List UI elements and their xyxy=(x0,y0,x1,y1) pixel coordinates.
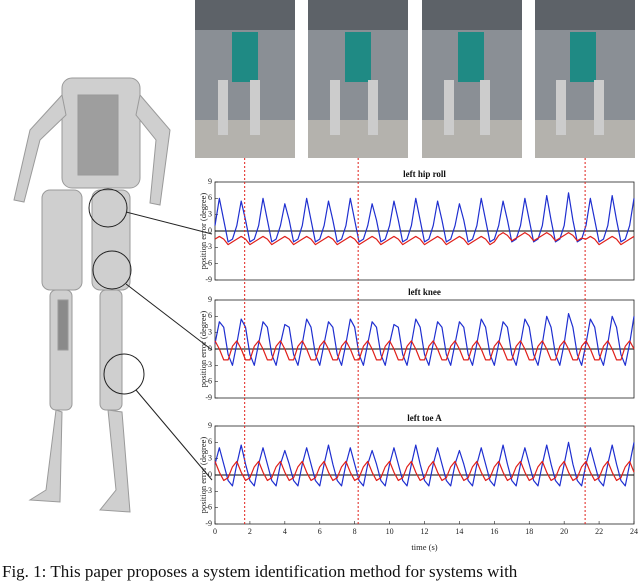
x-tick-label: 8 xyxy=(353,527,357,536)
caption: Fig. 1: This paper proposes a system ide… xyxy=(2,562,518,581)
y-tick-label: 3 xyxy=(208,327,212,336)
y-tick-label: 9 xyxy=(208,177,212,186)
y-tick-label: 9 xyxy=(208,421,212,430)
y-tick-label: -3 xyxy=(205,242,212,251)
y-tick-label: -3 xyxy=(205,360,212,369)
robot-render xyxy=(13,77,171,513)
x-tick-label: 16 xyxy=(490,527,498,536)
y-tick-label: -3 xyxy=(205,486,212,495)
y-tick-label: -6 xyxy=(205,502,212,511)
y-tick-label: -6 xyxy=(205,258,212,267)
y-tick-label: 3 xyxy=(208,453,212,462)
x-tick-label: 2 xyxy=(248,527,252,536)
photos xyxy=(195,0,635,158)
chart-title: left hip roll xyxy=(403,169,446,179)
x-axis-label: time (s) xyxy=(411,542,437,552)
x-tick-label: 12 xyxy=(421,527,429,536)
x-tick-label: 14 xyxy=(455,527,463,536)
y-tick-label: 0 xyxy=(208,470,212,479)
photo xyxy=(308,0,408,158)
chart-title: left knee xyxy=(408,287,441,297)
series-line xyxy=(214,232,635,246)
series-line xyxy=(214,340,635,361)
chart: left hip roll position error (degree)9 6 3 0… xyxy=(198,169,635,284)
chart-title: left toe A xyxy=(407,413,442,423)
y-tick-label: 9 xyxy=(208,295,212,304)
y-tick-label: -9 xyxy=(205,519,212,528)
callouts xyxy=(88,188,213,481)
y-tick-label: 3 xyxy=(208,209,212,218)
y-tick-label: -6 xyxy=(205,376,212,385)
y-tick-label: 6 xyxy=(208,193,212,202)
photo xyxy=(195,0,295,158)
x-tick-label: 4 xyxy=(283,527,287,536)
y-tick-label: -9 xyxy=(205,275,212,284)
x-tick-label: 20 xyxy=(560,527,568,536)
series-line xyxy=(214,460,635,482)
y-tick-label: 6 xyxy=(208,311,212,320)
photo xyxy=(535,0,635,158)
x-tick-label: 6 xyxy=(318,527,322,536)
x-tick-label: 18 xyxy=(525,527,533,536)
x-tick-label: 24 xyxy=(630,527,638,536)
y-axis-label: position error (degree) xyxy=(198,437,208,514)
y-tick-label: 6 xyxy=(208,437,212,446)
series-line xyxy=(214,192,635,243)
y-tick-label: -9 xyxy=(205,393,212,402)
x-tick-label: 10 xyxy=(386,527,394,536)
x-tick-label: 0 xyxy=(213,527,217,536)
chart: left knee position error (degree)9 6 3 0 -3 -6… xyxy=(198,287,635,402)
y-axis-label: position error (degree) xyxy=(198,193,208,270)
chart: left toe A position error (degree)9 6 3 0 -3 -… xyxy=(198,413,638,552)
y-tick-label: 0 xyxy=(208,226,212,235)
series-line xyxy=(214,313,635,366)
series-line xyxy=(214,441,635,487)
photo xyxy=(422,0,522,158)
x-tick-label: 22 xyxy=(595,527,603,536)
y-tick-label: 0 xyxy=(208,344,212,353)
y-axis-label: position error (degree) xyxy=(198,311,208,388)
